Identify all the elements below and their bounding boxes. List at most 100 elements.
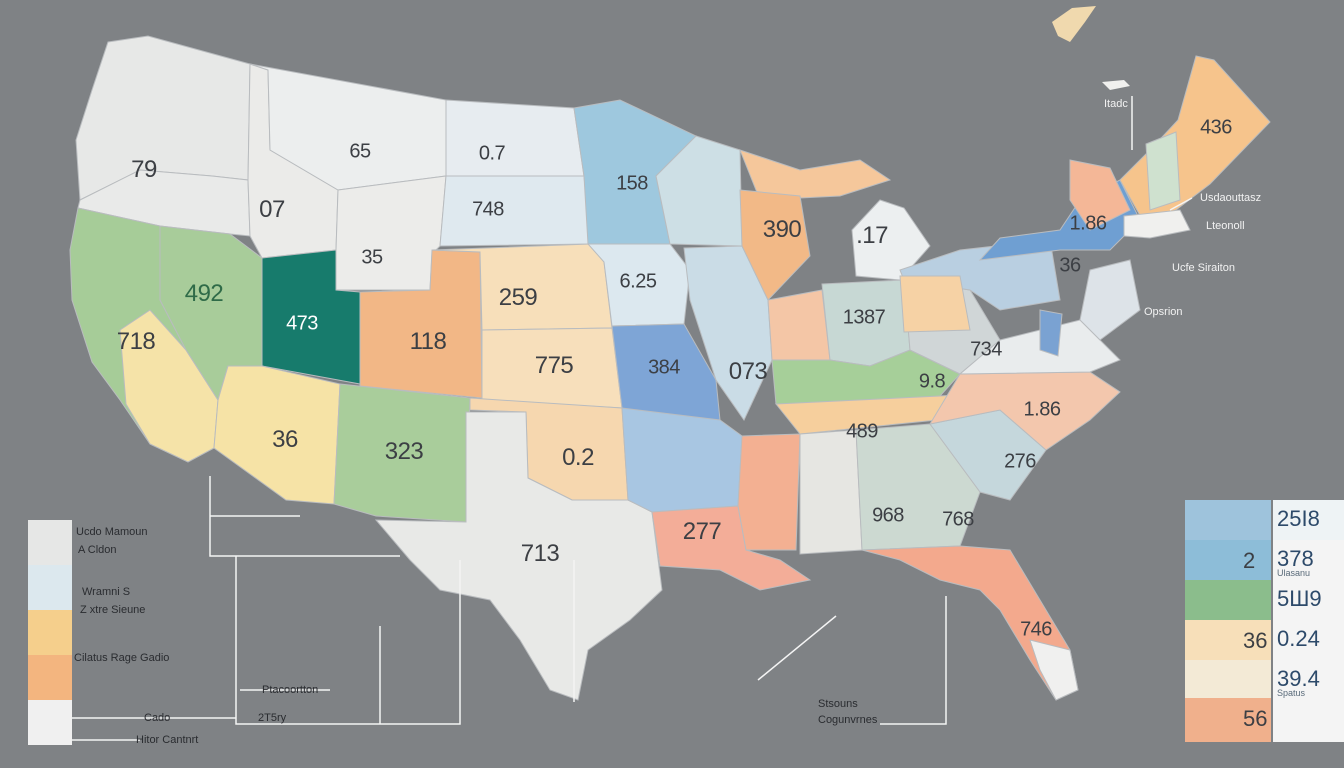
region-label: 473 [286,312,318,335]
legend-left-value: 2 [1243,548,1256,573]
region-arkansas [621,407,743,513]
legend-left-label: Z xtre Sieune [80,604,146,616]
legend-row: 5Ш9 [1185,580,1344,624]
annotation-northeast: Usdaouttasz [1200,192,1262,204]
legend-swatch [1185,580,1271,624]
region-label: 07 [259,196,285,223]
region-label: 9.8 [918,370,946,393]
region-label: 0.7 [478,142,506,165]
legend-row: 25I8 [1185,500,1344,544]
region-label: 775 [534,352,574,379]
region-label: 118 [409,328,447,355]
legend-row: 56 [1185,698,1344,742]
region-wyoming [335,175,447,291]
legend-value-cell [1273,660,1344,704]
legend-swatch [1185,620,1271,664]
region-label: 0.2 [562,444,594,471]
legend-value-cell [1273,698,1344,742]
region-alabama [799,429,863,555]
legend-value: 378 [1277,546,1314,571]
region-label: 323 [384,438,424,465]
legend-row: 36 0.24 [1185,620,1344,664]
legend-value-cell [1273,620,1344,664]
legend-swatch [1185,698,1271,742]
region-label: 492 [184,280,224,307]
annotation-northeast: Itadc [1104,98,1128,110]
region-label: 734 [970,338,1002,361]
legend-swatch [1185,500,1271,544]
region-label: 1.86 [1023,398,1061,421]
legend-sublabel: Ulasanu [1277,568,1311,578]
legend-swatch [28,655,72,700]
legend-sublabel: Spatus [1277,688,1306,698]
legend-right: 25I8 2 378 Ulasanu 5Ш9 36 0.24 39.4 Spat… [1185,500,1344,742]
legend-value-cell [1273,540,1344,584]
region-label: 35 [361,246,383,269]
legend-left-label: Cilatus Rage Gadio [74,652,170,664]
region-maryland [1039,309,1063,357]
region-vermont [1145,131,1181,211]
region-label: 436 [1200,116,1232,139]
legend-left-label: Hitor Cantnrt [136,734,199,746]
region-label: 746 [1020,618,1052,641]
annotation-bottom: 2T5ry [258,712,287,724]
legend-left-value: 36 [1243,628,1268,653]
annotation-northeast: Opsrion [1144,306,1183,318]
region-georgia [855,423,981,551]
legend-left-label: A Cldon [78,544,117,556]
region-label: 36 [272,426,298,453]
region-label: 384 [648,356,680,379]
region-florida-peninsula [1029,639,1079,701]
region-label: 36 [1059,254,1081,277]
legend-value: 25I8 [1277,506,1320,531]
region-label: 158 [616,172,648,195]
legend-swatch [1185,660,1271,704]
legend-swatch [28,565,72,610]
legend-left-label: Cado [144,712,171,724]
region-label: 968 [872,504,904,527]
region-label: .17 [856,222,888,249]
legend-swatch [28,610,72,655]
legend-value: 0.24 [1277,626,1320,651]
region-texas [374,411,663,701]
region-new-mexico [333,383,471,523]
leader-lines [72,96,1193,741]
region-label: 748 [472,198,504,221]
legend-left [28,520,72,746]
island-newfoundland [1052,6,1096,42]
region-label: 768 [942,508,974,531]
region-north-dakota [445,99,585,177]
region-florida [861,545,1079,701]
legend-swatch [28,700,72,745]
region-north-carolina [928,371,1121,451]
legend-swatch [28,520,72,565]
region-label: 6.25 [619,270,657,293]
region-label: 489 [846,420,878,443]
legend-row: 2 378 Ulasanu [1185,540,1344,584]
region-label: 276 [1004,450,1036,473]
annotation-bottom: Ptacoortton [262,684,319,696]
annotation-northeast: Ucfe Siraiton [1172,262,1235,274]
legend-value: 39.4 [1277,666,1320,691]
region-label: 259 [498,284,538,311]
region-label: 1.86 [1069,212,1107,235]
island-pei [1102,80,1130,90]
region-new-jersey [1079,259,1141,341]
legend-value: 5Ш9 [1277,586,1322,611]
region-label: 277 [682,518,722,545]
annotation-bottom: Stsouns [818,698,858,710]
annotation-bottom: Cogunvrnes [818,714,878,726]
region-michigan [739,189,811,301]
region-connecticut [1123,209,1191,239]
region-new-york-north [1069,159,1131,231]
region-label: 65 [349,140,371,163]
legend-left-value: 56 [1243,706,1268,731]
region-pennsylvania-west [899,275,971,333]
legend-row: 39.4 Spatus [1185,660,1344,704]
legend-value-cell [1273,580,1344,624]
region-label: 390 [762,216,802,243]
region-mississippi [737,433,801,551]
legend-value-cell [1273,500,1344,544]
region-arizona [213,365,341,505]
